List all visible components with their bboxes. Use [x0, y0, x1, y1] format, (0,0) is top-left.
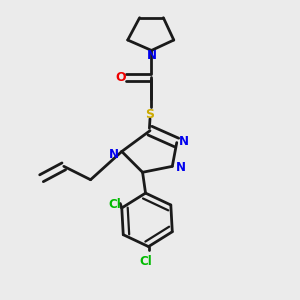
Text: S: S — [146, 108, 154, 121]
Text: Cl: Cl — [139, 255, 152, 268]
Text: N: N — [176, 161, 186, 174]
Text: Cl: Cl — [108, 199, 121, 212]
Text: N: N — [108, 148, 118, 161]
Text: O: O — [115, 71, 126, 84]
Text: N: N — [147, 49, 157, 62]
Text: N: N — [179, 135, 189, 148]
